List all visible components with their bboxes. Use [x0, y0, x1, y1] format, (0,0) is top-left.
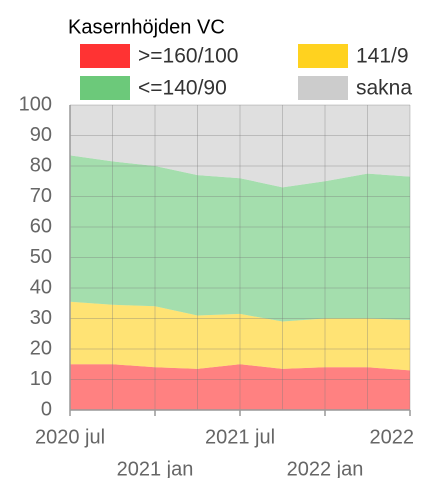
x-tick-label: 2020 jul [35, 426, 105, 448]
legend-swatch [80, 76, 130, 100]
legend-label: >=160/100 [138, 45, 238, 68]
x-tick-label: 2021 jan [117, 458, 194, 478]
legend-label: 141/9 [356, 45, 409, 68]
x-tick-label: 2021 jul [205, 426, 275, 448]
x-tick-label: 2022 [370, 426, 415, 448]
legend-swatch [298, 44, 348, 68]
x-tick-label: 2022 jan [287, 458, 364, 478]
area [70, 301, 410, 371]
area [70, 155, 410, 322]
legend-label: <=140/90 [138, 77, 227, 100]
area [70, 364, 410, 410]
y-tick-label: 30 [30, 307, 52, 329]
legend-label: sakna [356, 77, 412, 100]
y-tick-label: 70 [30, 185, 52, 207]
legend-title: Kasernhöjden VC [68, 16, 225, 38]
y-tick-label: 40 [30, 276, 52, 298]
legend-swatch [298, 76, 348, 100]
y-tick-label: 50 [30, 246, 52, 268]
area [70, 105, 410, 188]
y-tick-label: 10 [30, 368, 52, 390]
legend-swatch [80, 44, 130, 68]
y-tick-label: 80 [30, 154, 52, 176]
y-tick-label: 0 [41, 398, 52, 420]
y-tick-label: 20 [30, 337, 52, 359]
y-tick-label: 60 [30, 215, 52, 237]
y-tick-label: 90 [30, 124, 52, 146]
y-tick-label: 100 [19, 93, 52, 115]
